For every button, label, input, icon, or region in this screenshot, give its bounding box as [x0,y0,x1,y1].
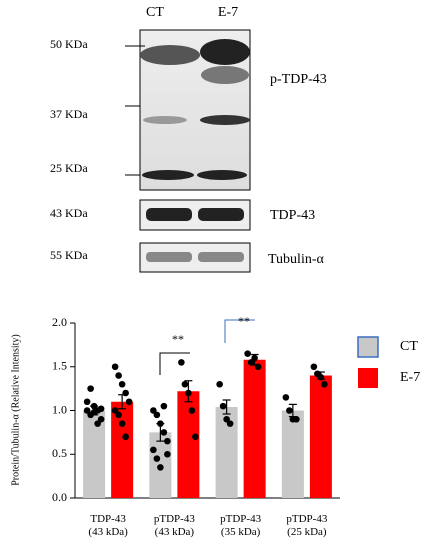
data-point [153,411,161,419]
bar [281,410,304,498]
data-point [310,363,318,371]
y-tick-label: 2.0 [52,315,67,329]
data-point [160,429,168,436]
band [198,252,244,262]
lane-label: E-7 [218,5,238,20]
data-point [160,402,168,410]
y-axis-label: Protein/Tubulin-α (Relative Intensity) [10,334,21,486]
bar [83,410,106,498]
blot: CT E-7 50 KDa 37 KDa 25 KDa 43 KDa 55 KD… [50,5,327,273]
data-point [125,398,133,406]
data-point [122,433,129,441]
x-tick-label: TDP-43 (43 kDa) [88,513,128,538]
data-point [157,464,164,471]
bar [243,359,266,498]
bar [215,407,238,498]
band [143,116,187,124]
y-tick-label: 0.0 [52,490,67,504]
data-point [219,402,227,410]
data-point [115,372,122,379]
data-point [97,405,105,413]
band [142,170,194,180]
band [200,115,250,125]
data-point [164,437,171,445]
y-tick-label: 0.5 [52,446,67,460]
data-point [87,385,94,392]
lane-label: CT [146,5,164,20]
bracket [159,352,190,375]
data-point [282,394,290,401]
y-tick-label: 1.5 [52,359,67,373]
data-point [153,455,161,462]
band [140,45,200,65]
data-point [321,380,328,388]
data-point [293,415,300,423]
band [198,208,244,221]
marker-label: 43 KDa [50,206,88,220]
data-point [83,398,91,406]
data-point [150,446,157,454]
data-point [216,380,223,388]
legend-label: E-7 [400,370,420,385]
marker-label: 25 KDa [50,161,88,175]
data-point [188,407,196,414]
band [146,252,192,262]
legend-label: CT [400,339,418,354]
bar [309,375,332,498]
data-point [181,380,189,388]
band [146,208,192,221]
data-point [178,359,185,366]
x-tick-label: pTDP-43 (43 kDa) [153,513,195,538]
legend-swatch [357,336,379,358]
band [200,39,250,65]
marker-label: 50 KDa [50,37,88,51]
data-point [118,380,126,388]
y-tick-label: 1.0 [52,402,67,416]
band-label: p-TDP-43 [270,72,327,87]
data-point [118,420,126,427]
band [201,66,249,84]
bar [177,391,200,498]
annotation: ** [238,314,250,328]
band-label: Tubulin-α [268,252,325,267]
bar [111,401,134,498]
marker-label: 37 KDa [50,107,88,121]
x-tick-label: pTDP-43 (35 kDa) [220,513,262,538]
data-point [94,420,101,427]
band-label: TDP-43 [270,208,315,223]
data-point [286,407,293,414]
legend-swatch [358,368,378,388]
data-point [192,433,199,441]
annotation: ** [172,332,184,346]
data-point [164,450,171,458]
data-point [115,411,122,419]
bracket [224,319,255,343]
band [197,170,247,180]
data-point [226,420,234,427]
x-tick-label: pTDP-43 (25 kDa) [286,513,328,538]
data-point [244,350,251,357]
data-point [111,363,119,371]
marker-label: 55 KDa [50,248,88,262]
